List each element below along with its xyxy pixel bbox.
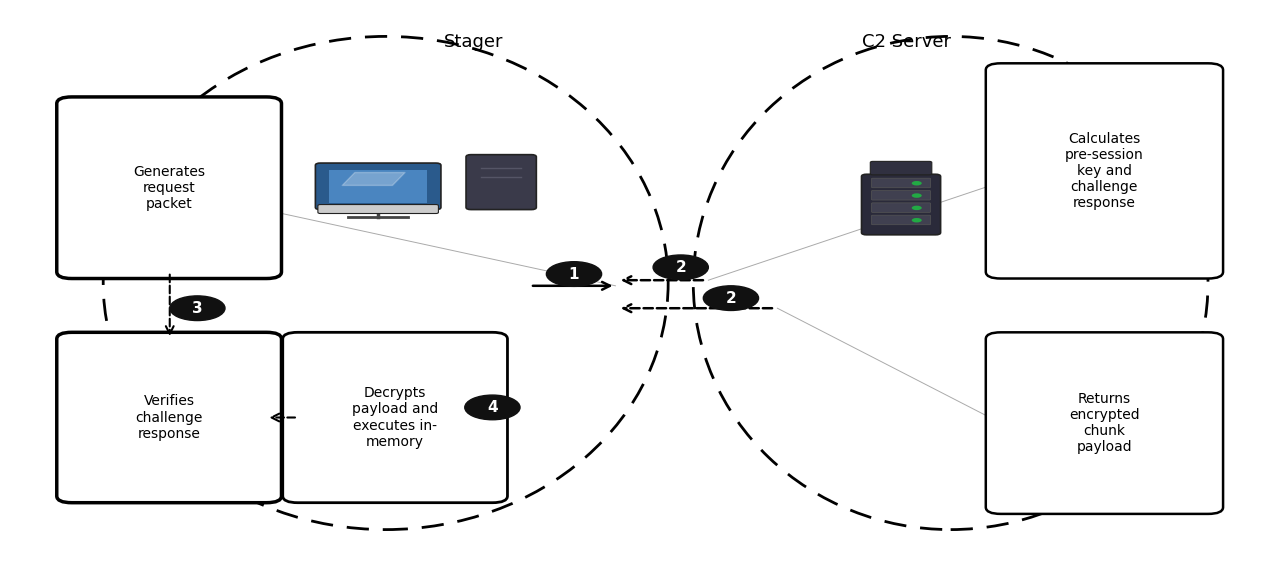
Text: 2: 2 — [676, 260, 686, 275]
Circle shape — [912, 194, 922, 198]
FancyBboxPatch shape — [282, 332, 507, 503]
Text: 2: 2 — [725, 290, 736, 306]
Text: C2 Server: C2 Server — [863, 33, 951, 51]
FancyBboxPatch shape — [986, 63, 1223, 278]
Circle shape — [912, 181, 922, 186]
FancyBboxPatch shape — [318, 204, 439, 213]
Text: Stager: Stager — [444, 33, 503, 51]
Circle shape — [912, 218, 922, 222]
Circle shape — [912, 205, 922, 210]
FancyBboxPatch shape — [329, 170, 427, 203]
Text: Decrypts
payload and
executes in-
memory: Decrypts payload and executes in- memory — [352, 386, 439, 449]
Text: Generates
request
packet: Generates request packet — [134, 165, 206, 211]
FancyBboxPatch shape — [861, 174, 941, 235]
FancyBboxPatch shape — [315, 163, 441, 209]
Circle shape — [465, 395, 520, 420]
Circle shape — [704, 286, 759, 311]
FancyBboxPatch shape — [467, 155, 536, 209]
Text: Verifies
challenge
response: Verifies challenge response — [135, 395, 203, 441]
FancyBboxPatch shape — [871, 215, 931, 225]
FancyBboxPatch shape — [870, 161, 932, 175]
Circle shape — [170, 296, 224, 320]
Circle shape — [546, 261, 601, 286]
Text: 4: 4 — [487, 400, 498, 415]
Text: 1: 1 — [569, 267, 579, 281]
Text: Returns
encrypted
chunk
payload: Returns encrypted chunk payload — [1069, 392, 1140, 454]
Circle shape — [653, 255, 709, 280]
Text: 3: 3 — [192, 301, 203, 316]
FancyBboxPatch shape — [57, 97, 281, 278]
FancyBboxPatch shape — [57, 332, 281, 503]
FancyBboxPatch shape — [986, 332, 1223, 514]
FancyBboxPatch shape — [871, 191, 931, 200]
FancyBboxPatch shape — [871, 203, 931, 212]
FancyBboxPatch shape — [871, 178, 931, 188]
Text: Calculates
pre-session
key and
challenge
response: Calculates pre-session key and challenge… — [1066, 131, 1144, 211]
